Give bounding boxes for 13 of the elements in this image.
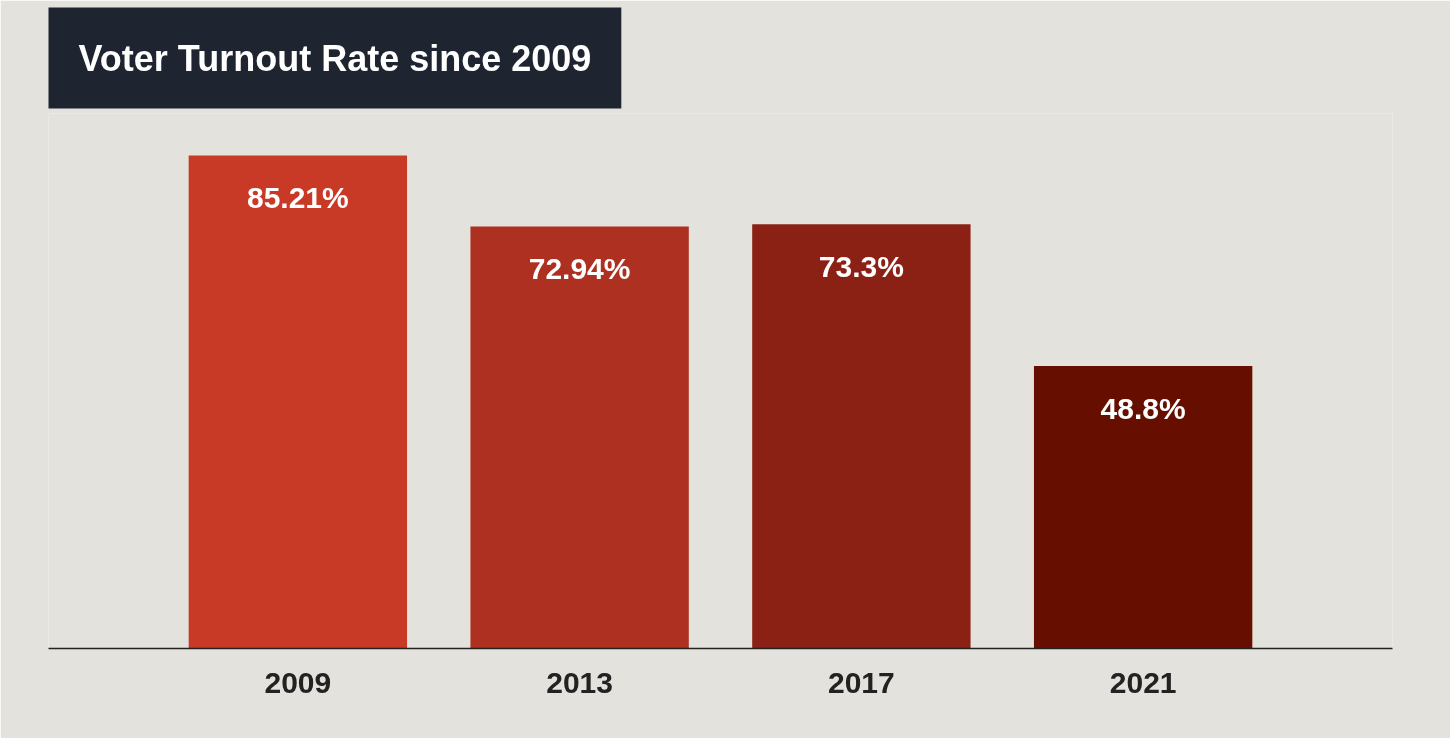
bar: [188, 155, 408, 649]
x-tick-label: 2021: [1109, 665, 1177, 699]
bar: [752, 224, 971, 649]
x-tick-label: 2017: [828, 665, 895, 699]
data-label: 48.8%: [1100, 391, 1186, 425]
bar: [470, 226, 689, 649]
bar: [1033, 366, 1253, 649]
data-label: 85.21%: [246, 180, 349, 214]
x-tick-label: 2009: [264, 665, 332, 699]
x-tick-label: 2013: [546, 665, 613, 699]
data-label: 73.3%: [818, 249, 904, 283]
chart-title: Voter Turnout Rate since 2009: [78, 37, 592, 79]
data-label: 72.94%: [528, 251, 631, 285]
